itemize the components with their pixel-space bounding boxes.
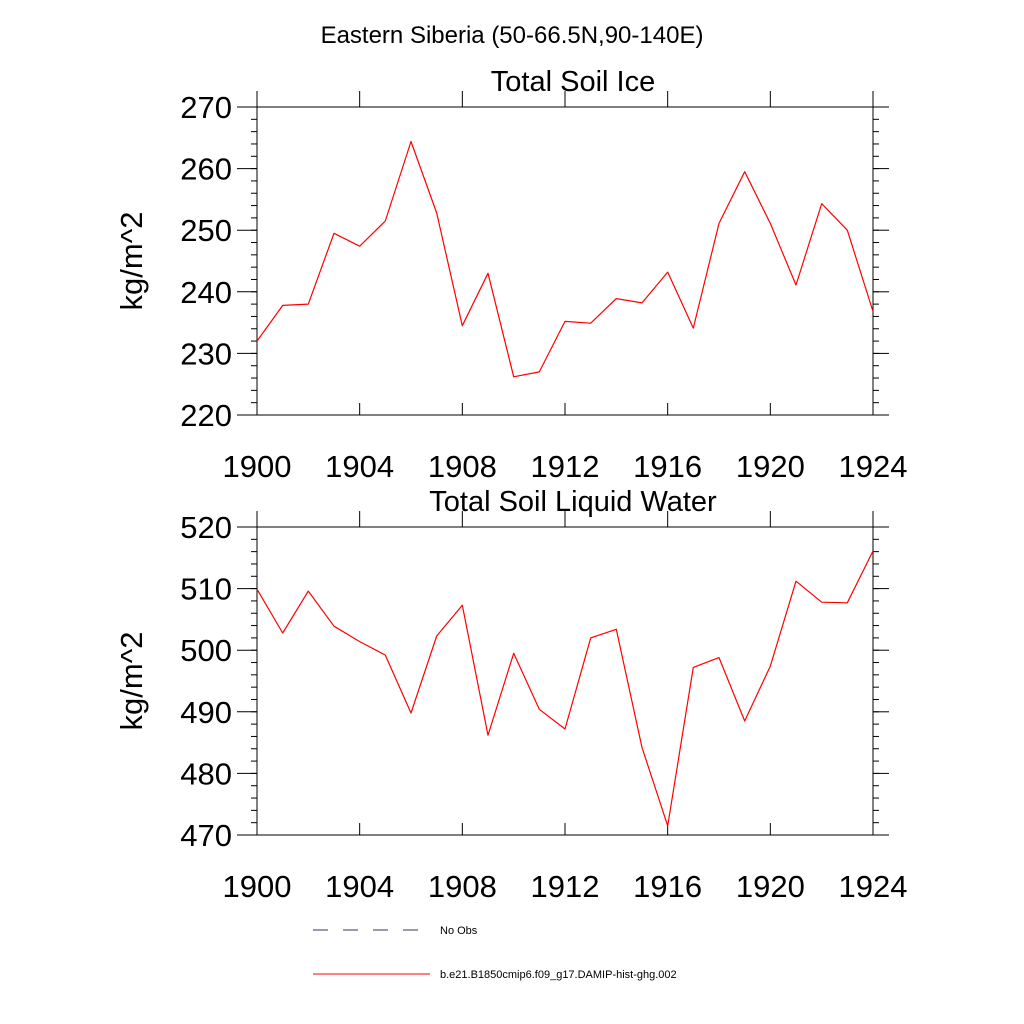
panel-total-soil-liquid-water: 1900 1904 1908 1912 1916 1920 1924 470 480 490 500… (114, 486, 907, 904)
y-tick-label-soil-ice-260: 260 (180, 152, 232, 187)
legend-label-no-obs: No Obs (440, 925, 478, 937)
y-tick-label-soil-liquid-510: 510 (180, 572, 232, 607)
legend-label-model: b.e21.B1850cmip6.f09_g17.DAMIP-hist-ghg.… (440, 969, 677, 981)
chart-title-soil-liquid: Total Soil Liquid Water (429, 486, 717, 518)
figure-title: Eastern Siberia (50-66.5N,90-140E) (321, 22, 704, 49)
x-tick-label-soil-ice-1924: 1924 (839, 449, 908, 484)
y-tick-label-soil-liquid-520: 520 (180, 510, 232, 545)
y-tick-label-soil-liquid-480: 480 (180, 756, 232, 791)
x-tick-label-soil-ice-1912: 1912 (531, 449, 600, 484)
x-tick-label-soil-liquid-1904: 1904 (325, 869, 394, 904)
x-tick-label-soil-liquid-1924: 1924 (839, 869, 908, 904)
y-tick-label-soil-liquid-500: 500 (180, 633, 232, 668)
y-tick-label-soil-ice-240: 240 (180, 275, 232, 310)
y-tick-label-soil-ice-270: 270 (180, 90, 232, 125)
x-tick-label-soil-liquid-1912: 1912 (531, 869, 600, 904)
y-tick-label-soil-liquid-490: 490 (180, 695, 232, 730)
y-tick-label-soil-liquid-470: 470 (180, 818, 232, 853)
x-tick-label-soil-liquid-1908: 1908 (428, 869, 497, 904)
x-tick-label-soil-ice-1916: 1916 (633, 449, 702, 484)
chart-title-soil-ice: Total Soil Ice (491, 66, 655, 98)
x-tick-label-soil-liquid-1920: 1920 (736, 869, 805, 904)
x-tick-label-soil-liquid-1900: 1900 (223, 869, 292, 904)
y-axis-label-soil-ice: kg/m^2 (114, 212, 149, 311)
y-tick-label-soil-ice-220: 220 (180, 398, 232, 433)
y-tick-label-soil-ice-250: 250 (180, 213, 232, 248)
x-tick-label-soil-ice-1904: 1904 (325, 449, 394, 484)
x-tick-label-soil-ice-1900: 1900 (223, 449, 292, 484)
legend: No Obs b.e21.B1850cmip6.f09_g17.DAMIP-hi… (313, 925, 677, 981)
x-tick-label-soil-ice-1920: 1920 (736, 449, 805, 484)
y-tick-label-soil-ice-230: 230 (180, 336, 232, 371)
x-tick-label-soil-ice-1908: 1908 (428, 449, 497, 484)
series-line-soil-ice-0 (256, 140, 874, 378)
x-tick-label-soil-liquid-1916: 1916 (633, 869, 702, 904)
plot-frame-soil-liquid (256, 526, 874, 836)
panel-total-soil-ice: 1900 1904 1908 1912 1916 1920 1924 220 230 240 250… (114, 66, 907, 484)
y-axis-label-soil-liquid: kg/m^2 (114, 632, 149, 731)
series-line-soil-liquid-0 (256, 550, 874, 827)
plot-frame-soil-ice (256, 106, 874, 416)
